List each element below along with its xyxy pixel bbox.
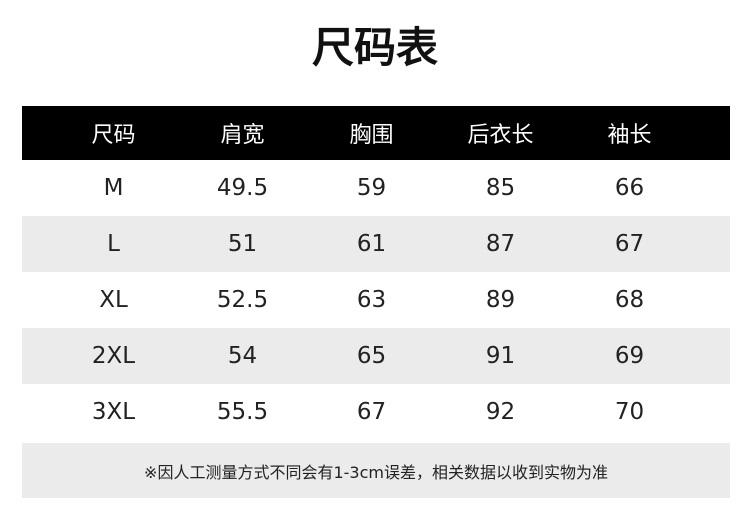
table-cell: 85 — [485, 175, 516, 201]
table-cell: XL — [99, 287, 128, 313]
table-cell: 66 — [614, 175, 645, 201]
table-cell: 59 — [356, 175, 387, 201]
table-row: L 51 61 87 67 — [22, 216, 730, 272]
table-row: 3XL 55.5 67 92 70 — [22, 384, 730, 440]
table-row: 2XL 54 65 91 69 — [22, 328, 730, 384]
table-cell: 65 — [356, 343, 387, 369]
table-header: 尺码 肩宽 胸围 后衣长 袖长 — [22, 106, 730, 160]
header-cell: 袖长 — [607, 123, 652, 148]
table-row: M 49.5 59 85 66 — [22, 160, 730, 216]
table-cell: 67 — [356, 399, 387, 425]
table-cell: 67 — [614, 231, 645, 257]
header-cell: 胸围 — [349, 123, 394, 148]
table-cell: 87 — [485, 231, 516, 257]
table-cell: 54 — [227, 343, 258, 369]
page-title: 尺码表 — [311, 23, 438, 72]
table-cell: 91 — [485, 343, 516, 369]
header-cell: 肩宽 — [220, 123, 265, 148]
measurement-note: ※因人工测量方式不同会有1-3cm误差，相关数据以收到实物为准 — [22, 443, 730, 498]
table-cell: M — [103, 175, 124, 201]
table-cell: 69 — [614, 343, 645, 369]
table-cell: 2XL — [91, 343, 136, 369]
header-cell: 尺码 — [91, 123, 136, 148]
table-cell: 63 — [356, 287, 387, 313]
table-cell: 89 — [485, 287, 516, 313]
table-cell: L — [107, 231, 120, 257]
table-cell: 3XL — [91, 399, 136, 425]
table-cell: 68 — [614, 287, 645, 313]
table-cell: 49.5 — [216, 175, 269, 201]
table-cell: 70 — [614, 399, 645, 425]
size-table: 尺码 肩宽 胸围 后衣长 袖长 M 49.5 59 85 66 L 51 61 87 67 XL 52… — [22, 106, 730, 440]
table-cell: 61 — [356, 231, 387, 257]
table-cell: 55.5 — [216, 399, 269, 425]
header-cell: 后衣长 — [467, 123, 534, 148]
table-cell: 52.5 — [216, 287, 269, 313]
table-row: XL 52.5 63 89 68 — [22, 272, 730, 328]
table-cell: 92 — [485, 399, 516, 425]
table-cell: 51 — [227, 231, 258, 257]
